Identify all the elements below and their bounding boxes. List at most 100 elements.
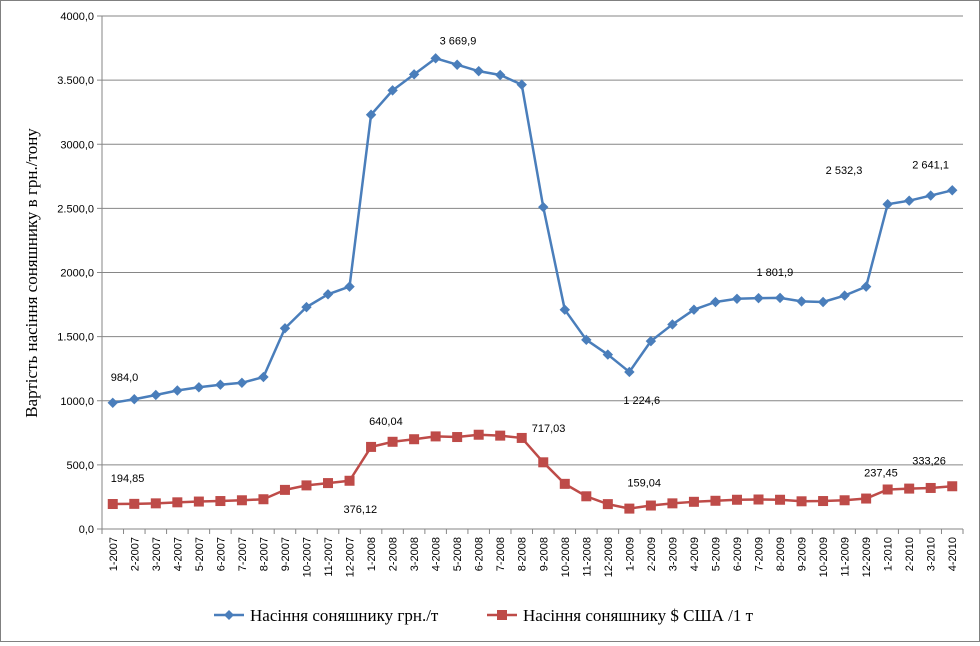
x-tick-label: 10-2009	[818, 537, 830, 577]
data-point	[667, 498, 678, 509]
y-tick-label: 3.500,0	[57, 75, 94, 87]
y-tick-label: 2000,0	[60, 268, 94, 280]
x-tick-label: 9-2008	[538, 537, 550, 571]
data-point	[430, 53, 441, 64]
data-point	[624, 366, 635, 378]
x-tick-label: 2-2007	[129, 537, 141, 571]
data-point	[150, 498, 161, 509]
data-point	[753, 292, 764, 304]
data-label: 3 669,9	[440, 35, 477, 47]
data-labels: 984,0 3 669,9 1 224,6 1 801,9 2 532,3 2 641,1…	[111, 35, 949, 515]
x-tick-label: 2-2010	[904, 537, 916, 571]
data-point	[839, 290, 850, 301]
x-tick-label: 2-2008	[388, 537, 400, 571]
data-point	[753, 494, 764, 505]
data-point	[107, 499, 118, 510]
series-line-2	[112, 433, 953, 510]
data-point	[323, 478, 334, 489]
data-point	[301, 301, 312, 313]
x-tick-label: 5-2007	[194, 537, 206, 571]
data-label: 640,04	[369, 416, 403, 428]
data-point	[667, 319, 678, 330]
x-tick-label: 11-2009	[840, 537, 852, 577]
data-point	[430, 431, 441, 442]
data-point	[818, 496, 829, 507]
data-point	[645, 500, 656, 511]
data-point	[775, 494, 786, 505]
x-tick-label: 4-2008	[431, 537, 443, 571]
data-point	[495, 430, 506, 441]
x-tick-label: 4-2007	[172, 537, 184, 571]
x-tick-label: 11-2007	[323, 537, 335, 577]
data-point	[258, 494, 269, 505]
x-tick-label: 3-2007	[151, 537, 163, 571]
data-point	[193, 496, 204, 507]
data-label: 2 641,1	[912, 159, 949, 171]
data-point	[904, 483, 915, 494]
data-point	[516, 432, 527, 443]
x-tick-label: 8-2008	[517, 537, 529, 571]
data-point	[882, 199, 893, 210]
data-point	[365, 109, 377, 120]
x-tick-label: 9-2007	[280, 537, 292, 571]
x-tick-label: 3-2008	[409, 537, 421, 571]
data-point	[731, 293, 743, 304]
data-point	[473, 429, 484, 440]
data-point	[516, 79, 527, 90]
data-point	[387, 85, 398, 96]
data-point	[473, 65, 484, 77]
data-point	[947, 185, 958, 196]
x-axis-ticks: 1-2007 2-2007 3-2007 4-2007 5-2007 6-2007 7-20…	[101, 529, 964, 577]
x-tick-label: 2-2009	[646, 537, 658, 571]
data-point	[688, 496, 699, 507]
x-tick-label: 8-2009	[775, 537, 787, 571]
data-label: 2 532,3	[826, 165, 863, 177]
data-point	[559, 478, 570, 489]
data-point	[129, 394, 140, 405]
data-point	[236, 377, 248, 389]
data-point	[602, 499, 613, 510]
data-point	[322, 289, 334, 300]
x-tick-label: 7-2009	[754, 537, 766, 571]
x-tick-label: 5-2009	[710, 537, 722, 571]
x-tick-label: 12-2009	[861, 537, 873, 577]
data-point	[107, 397, 118, 409]
data-point	[624, 503, 635, 514]
data-point	[150, 389, 162, 401]
legend-label-1: Насіння соняшнику грн./т	[250, 606, 439, 625]
x-tick-label: 12-2008	[603, 537, 615, 577]
data-point	[925, 482, 936, 493]
data-point	[731, 494, 742, 505]
x-tick-label: 1-2010	[883, 537, 895, 571]
data-point	[344, 475, 355, 486]
x-tick-label: 9-2009	[797, 537, 809, 571]
legend-label-2: Насіння соняшнику $ США /1 т	[523, 606, 754, 625]
data-point	[602, 349, 614, 360]
x-tick-label: 7-2008	[495, 537, 507, 571]
data-point	[172, 497, 183, 508]
data-point	[861, 493, 872, 504]
data-point	[129, 498, 140, 509]
y-tick-label: 2.500,0	[57, 203, 94, 215]
data-point	[344, 281, 355, 292]
data-point	[215, 379, 226, 390]
data-label: 194,85	[111, 473, 145, 485]
data-point	[301, 480, 312, 491]
x-tick-label: 12-2007	[345, 537, 357, 577]
data-point	[925, 190, 936, 201]
y-axis-ticks: 0,0 500,0 1000,0 1.500,0 2000,0 2.500,0 3000,0…	[57, 11, 102, 536]
legend: Насіння соняшнику грн./т Насіння соняшник…	[214, 606, 754, 625]
data-point	[366, 441, 377, 452]
data-point	[452, 432, 463, 443]
x-tick-label: 4-2010	[947, 537, 959, 571]
data-point	[387, 436, 398, 447]
data-point	[495, 69, 506, 81]
y-tick-label: 500,0	[66, 460, 94, 472]
x-tick-label: 10-2008	[560, 537, 572, 577]
x-tick-label: 8-2007	[258, 537, 270, 571]
x-tick-label: 4-2009	[689, 537, 701, 571]
data-point	[279, 484, 290, 495]
x-tick-label: 6-2008	[474, 537, 486, 571]
x-tick-label: 1-2008	[366, 537, 378, 571]
